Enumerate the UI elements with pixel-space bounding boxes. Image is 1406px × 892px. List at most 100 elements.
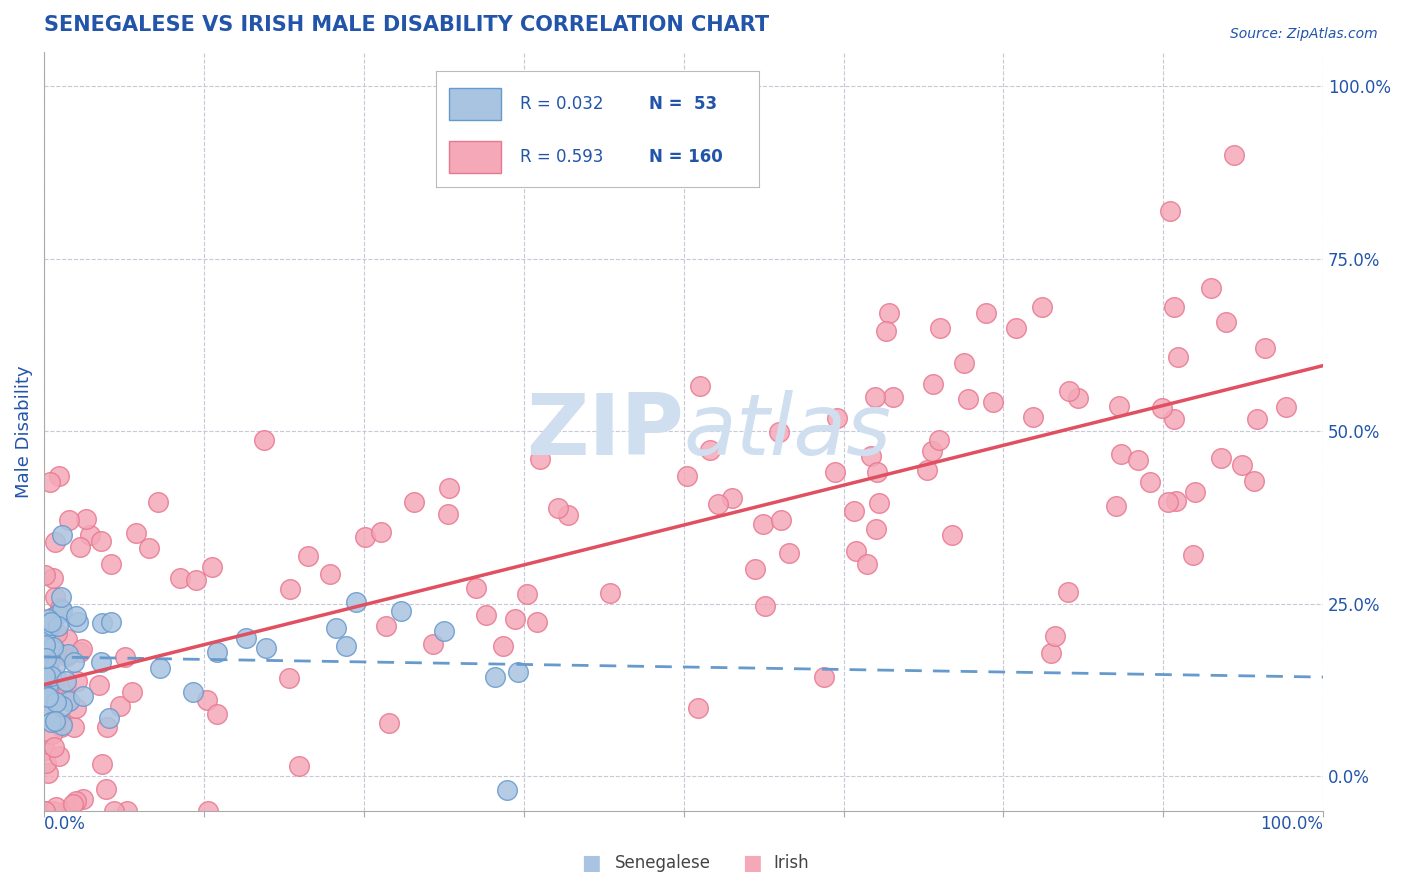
Point	[842, 504, 865, 518]
Point	[100, 615, 122, 630]
Point	[377, 715, 399, 730]
Point	[90, 534, 112, 549]
Point	[42, 804, 65, 818]
Point	[124, 525, 146, 540]
Point	[389, 604, 412, 618]
Point	[114, 650, 136, 665]
Point	[37, 661, 59, 675]
Point	[707, 497, 730, 511]
Point	[1109, 447, 1132, 461]
Point	[169, 571, 191, 585]
Point	[1182, 548, 1205, 562]
Point	[37, 690, 59, 705]
Point	[103, 804, 125, 818]
Point	[813, 670, 835, 684]
Point	[1243, 474, 1265, 488]
Point	[45, 644, 67, 658]
Text: Irish: Irish	[773, 855, 808, 872]
Point	[928, 433, 950, 447]
Point	[856, 557, 879, 571]
Point	[1209, 450, 1232, 465]
Point	[974, 306, 997, 320]
Text: N = 160: N = 160	[650, 148, 723, 166]
Point	[34, 804, 56, 818]
Point	[1057, 384, 1080, 398]
Point	[768, 425, 790, 439]
Point	[207, 707, 229, 722]
Point	[1043, 629, 1066, 643]
Point	[1150, 401, 1173, 415]
Point	[288, 758, 311, 772]
Point	[48, 607, 70, 621]
Point	[526, 615, 548, 629]
Point	[70, 641, 93, 656]
Point	[34, 743, 56, 757]
Point	[689, 379, 711, 393]
Point	[37, 765, 59, 780]
Point	[45, 673, 67, 687]
Point	[1201, 281, 1223, 295]
Point	[58, 513, 80, 527]
Point	[769, 514, 792, 528]
Point	[1157, 494, 1180, 508]
Point	[1163, 412, 1185, 426]
Point	[67, 615, 90, 629]
Point	[100, 557, 122, 571]
Point	[1246, 412, 1268, 426]
Point	[207, 645, 229, 659]
Point	[928, 320, 950, 334]
Point	[981, 395, 1004, 409]
Point	[34, 638, 56, 652]
Point	[37, 612, 59, 626]
Point	[34, 668, 56, 682]
Point	[1108, 399, 1130, 413]
Point	[503, 612, 526, 626]
Point	[138, 541, 160, 555]
Point	[1031, 300, 1053, 314]
Point	[508, 665, 530, 679]
Point	[437, 508, 460, 522]
Point	[39, 695, 62, 709]
Point	[547, 500, 569, 515]
Point	[422, 637, 444, 651]
Point	[56, 632, 79, 646]
Point	[37, 620, 59, 634]
Text: SENEGALESE VS IRISH MALE DISABILITY CORRELATION CHART: SENEGALESE VS IRISH MALE DISABILITY CORR…	[44, 15, 769, 35]
Point	[1126, 453, 1149, 467]
Point	[34, 707, 56, 722]
Point	[319, 566, 342, 581]
Point	[69, 645, 91, 659]
Point	[45, 800, 67, 814]
Point	[42, 571, 65, 585]
Point	[56, 693, 79, 707]
Point	[866, 466, 889, 480]
Point	[63, 720, 86, 734]
Point	[87, 678, 110, 692]
Point	[529, 452, 551, 467]
Text: R = 0.032: R = 0.032	[520, 95, 603, 112]
Point	[1222, 148, 1244, 162]
Point	[39, 617, 62, 632]
Point	[1022, 410, 1045, 425]
Point	[1057, 585, 1080, 599]
Point	[39, 669, 62, 683]
Point	[253, 433, 276, 447]
Point	[62, 797, 84, 811]
Point	[148, 495, 170, 509]
Point	[957, 392, 980, 406]
Point	[1067, 391, 1090, 405]
Point	[1274, 401, 1296, 415]
Point	[824, 465, 846, 479]
Point	[44, 659, 66, 673]
Point	[121, 685, 143, 699]
Point	[55, 804, 77, 818]
Point	[181, 685, 204, 699]
Text: ■: ■	[581, 854, 600, 873]
Point	[46, 625, 69, 640]
Point	[195, 693, 218, 707]
Point	[38, 680, 60, 694]
Point	[1159, 203, 1181, 218]
Point	[439, 481, 461, 495]
Point	[370, 525, 392, 540]
Point	[149, 661, 172, 675]
